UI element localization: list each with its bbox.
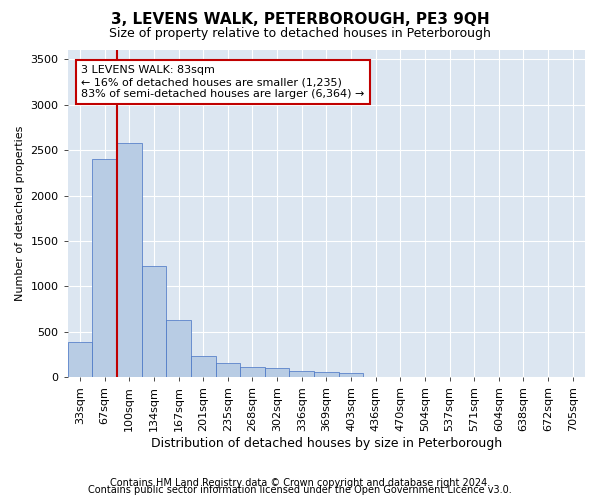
Text: Contains public sector information licensed under the Open Government Licence v3: Contains public sector information licen… (88, 485, 512, 495)
Text: Contains HM Land Registry data © Crown copyright and database right 2024.: Contains HM Land Registry data © Crown c… (110, 478, 490, 488)
Bar (142, 266, 166, 378)
Bar (240, 368, 265, 378)
Bar (92, 159, 117, 378)
Bar (215, 364, 240, 378)
X-axis label: Distribution of detached houses by size in Peterborough: Distribution of detached houses by size … (151, 437, 502, 450)
Y-axis label: Number of detached properties: Number of detached properties (15, 126, 25, 302)
Text: 3 LEVENS WALK: 83sqm
← 16% of detached houses are smaller (1,235)
83% of semi-de: 3 LEVENS WALK: 83sqm ← 16% of detached h… (81, 66, 365, 98)
Bar (166, 320, 191, 378)
Text: 3, LEVENS WALK, PETERBOROUGH, PE3 9QH: 3, LEVENS WALK, PETERBOROUGH, PE3 9QH (110, 12, 490, 28)
Bar (191, 356, 215, 378)
Bar (117, 143, 142, 378)
Text: Size of property relative to detached houses in Peterborough: Size of property relative to detached ho… (109, 28, 491, 40)
Bar (265, 368, 289, 378)
Bar (338, 373, 364, 378)
Bar (314, 372, 338, 378)
Bar (68, 342, 92, 378)
Bar (289, 370, 314, 378)
